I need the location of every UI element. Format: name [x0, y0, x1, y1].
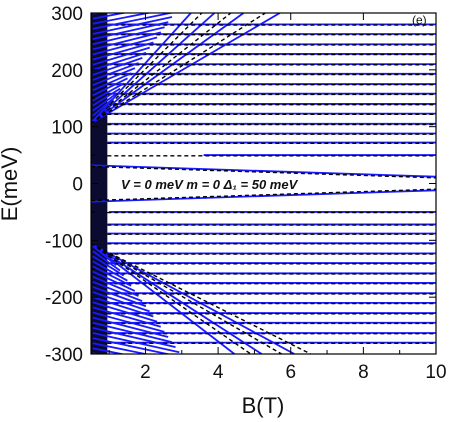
valence-stub-11	[92, 301, 158, 323]
conduction-stub-15	[92, 26, 165, 46]
conduction-stub-3	[92, 87, 121, 107]
y-tick-label-4: 100	[51, 118, 83, 139]
y-tick-label-2: -100	[45, 231, 83, 252]
conduction-stub-6	[92, 72, 132, 92]
valence-stub-18	[92, 337, 172, 354]
x-axis-label: B(T)	[242, 393, 285, 418]
dashed-conduction-fan-1	[91, 13, 232, 124]
valence-stub-15	[92, 321, 173, 343]
dashed-valence-fan-1	[91, 243, 283, 354]
valence-stub-16	[92, 326, 176, 349]
y-tick-label-0: -300	[45, 345, 83, 366]
x-tick-label-3: 8	[358, 362, 369, 383]
conduction-stub-12	[92, 41, 154, 61]
conduction-stub-18	[92, 13, 175, 30]
dashed-valence-fan-0	[91, 243, 252, 354]
valence-stub-2	[92, 255, 125, 277]
valence-stub-9	[92, 291, 150, 313]
conduction-stub-8	[92, 62, 139, 81]
conduction-stub-0	[92, 103, 110, 122]
conduction-stub-20	[92, 13, 128, 20]
conduction-stub-19	[92, 13, 153, 25]
valence-stub-1	[92, 250, 121, 272]
solid-valence-fan-0	[91, 243, 235, 354]
valence-stub-4	[92, 265, 132, 287]
conduction-stub-9	[92, 57, 143, 76]
y-tick-label-6: 300	[51, 4, 83, 25]
conduction-stub-14	[92, 31, 162, 51]
conduction-stub-5	[92, 77, 128, 97]
tick-layer: 2 4 6 8 10 -300 -200 -100 0 100 200 300	[45, 4, 447, 383]
valence-stub-10	[92, 296, 154, 318]
conduction-stub-11	[92, 46, 151, 66]
parameter-annotation: V = 0 meV m = 0 Δ₁ = 50 meV	[121, 177, 299, 192]
valence-stub-13	[92, 311, 165, 333]
solid-inner-branch-0	[91, 189, 436, 203]
conduction-stub-10	[92, 51, 147, 71]
y-axis-label: E(meV)	[0, 147, 22, 222]
solid-valence-fan-2	[91, 242, 295, 354]
solid-inner-branch-1	[91, 164, 436, 178]
valence-stub-8	[92, 286, 147, 308]
y-tick-label-5: 200	[51, 61, 83, 82]
dashed-conduction-fan-0	[91, 13, 203, 124]
panel-label: (e)	[412, 13, 427, 27]
valence-stub-12	[92, 306, 161, 328]
conduction-stub-7	[92, 67, 136, 87]
conduction-stub-13	[92, 36, 158, 56]
valence-stub-7	[92, 280, 143, 302]
dashed-valence-fan-2	[91, 243, 312, 354]
valence-stub-6	[92, 275, 139, 297]
valence-stub-19	[92, 342, 150, 354]
dashed-inner-branch-0	[91, 188, 436, 202]
conduction-stub-21	[92, 13, 101, 15]
dashed-conduction-fan-2	[91, 13, 266, 124]
valence-stub-0	[92, 245, 117, 267]
x-tick-label-1: 4	[213, 362, 224, 383]
conduction-stub-16	[92, 21, 169, 41]
y-tick-label-3: 0	[72, 175, 83, 196]
valence-stub-17	[92, 332, 180, 354]
solid-conduction-fan-1	[91, 13, 216, 124]
conduction-stub-17	[92, 16, 173, 35]
valence-stub-14	[92, 316, 169, 338]
valence-stub-5	[92, 270, 136, 292]
x-tick-label-2: 6	[285, 362, 296, 383]
data-layer	[91, 13, 436, 354]
conduction-stub-2	[92, 92, 117, 112]
dashed-inner-branch-1	[91, 165, 436, 179]
valence-stub-3	[92, 260, 128, 282]
x-tick-label-4: 10	[425, 362, 446, 383]
conduction-stub-4	[92, 82, 125, 102]
y-tick-label-1: -200	[45, 288, 83, 309]
x-tick-label-0: 2	[140, 362, 151, 383]
conduction-stub-1	[92, 98, 114, 117]
solid-valence-fan-1	[91, 242, 263, 354]
